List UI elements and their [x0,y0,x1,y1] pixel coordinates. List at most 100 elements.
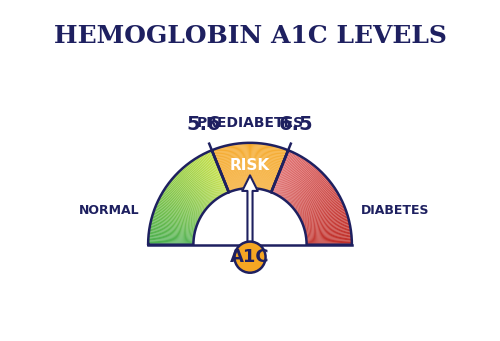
Polygon shape [212,150,230,192]
Polygon shape [292,177,327,208]
Polygon shape [202,154,224,195]
Polygon shape [150,227,194,236]
Polygon shape [206,152,227,194]
Polygon shape [148,239,194,242]
Polygon shape [268,149,284,191]
Polygon shape [232,144,241,189]
Polygon shape [282,160,308,198]
Polygon shape [154,209,197,226]
Polygon shape [266,147,279,190]
Polygon shape [230,145,239,189]
Polygon shape [306,239,352,242]
Polygon shape [293,178,328,208]
Polygon shape [265,147,278,190]
Polygon shape [275,153,296,194]
Polygon shape [254,143,258,188]
Polygon shape [304,215,348,229]
Polygon shape [270,149,287,192]
Polygon shape [288,169,320,204]
Polygon shape [226,146,237,190]
Polygon shape [306,227,350,236]
Polygon shape [160,197,200,219]
Polygon shape [152,215,196,229]
Polygon shape [232,144,240,189]
Polygon shape [260,145,270,189]
Polygon shape [306,229,351,237]
Polygon shape [214,149,231,192]
Polygon shape [285,165,314,201]
Polygon shape [162,192,202,216]
Polygon shape [306,242,352,244]
Polygon shape [276,155,299,195]
Polygon shape [158,199,200,220]
Polygon shape [178,172,210,205]
Polygon shape [264,146,277,190]
Polygon shape [194,159,220,197]
Polygon shape [157,202,198,222]
Polygon shape [256,143,262,189]
Polygon shape [168,183,205,211]
Polygon shape [155,206,198,224]
Polygon shape [286,165,316,201]
Polygon shape [210,150,229,193]
Polygon shape [251,143,253,188]
Polygon shape [161,194,201,217]
Polygon shape [254,143,259,188]
Polygon shape [166,187,203,213]
Polygon shape [254,143,257,188]
Polygon shape [270,149,286,192]
Polygon shape [148,242,194,244]
Polygon shape [280,158,304,197]
Polygon shape [218,148,233,191]
Polygon shape [296,187,335,213]
Polygon shape [190,161,218,199]
Polygon shape [289,170,321,204]
Text: 6.5: 6.5 [278,115,313,134]
Polygon shape [252,143,255,188]
Polygon shape [154,211,196,226]
Polygon shape [208,151,227,193]
Polygon shape [177,173,210,205]
Polygon shape [228,145,238,189]
Polygon shape [306,228,351,236]
Polygon shape [250,143,252,188]
Polygon shape [187,164,216,200]
Polygon shape [298,189,336,214]
Polygon shape [294,182,331,210]
Polygon shape [296,185,334,212]
Polygon shape [171,179,206,209]
Polygon shape [248,143,250,188]
Polygon shape [306,234,352,240]
Polygon shape [196,158,220,197]
Polygon shape [269,149,285,192]
Polygon shape [250,143,251,188]
Polygon shape [257,144,264,189]
Polygon shape [272,151,291,193]
Polygon shape [252,143,256,188]
Polygon shape [184,165,214,201]
Polygon shape [148,240,194,243]
Polygon shape [268,148,283,191]
Polygon shape [274,153,295,194]
Polygon shape [256,144,262,189]
Polygon shape [148,237,194,241]
Polygon shape [273,151,292,193]
Polygon shape [262,145,274,190]
Polygon shape [225,146,236,190]
Polygon shape [176,174,210,206]
Polygon shape [284,163,312,200]
Polygon shape [260,144,268,189]
Polygon shape [298,193,339,217]
Polygon shape [224,146,236,190]
Polygon shape [304,218,348,231]
Polygon shape [149,228,194,236]
Polygon shape [238,144,244,189]
Polygon shape [261,145,270,189]
Polygon shape [236,144,242,189]
Polygon shape [228,145,238,190]
Polygon shape [256,143,260,189]
Polygon shape [246,143,248,188]
Polygon shape [288,168,318,203]
Polygon shape [290,174,324,206]
Polygon shape [244,143,248,188]
